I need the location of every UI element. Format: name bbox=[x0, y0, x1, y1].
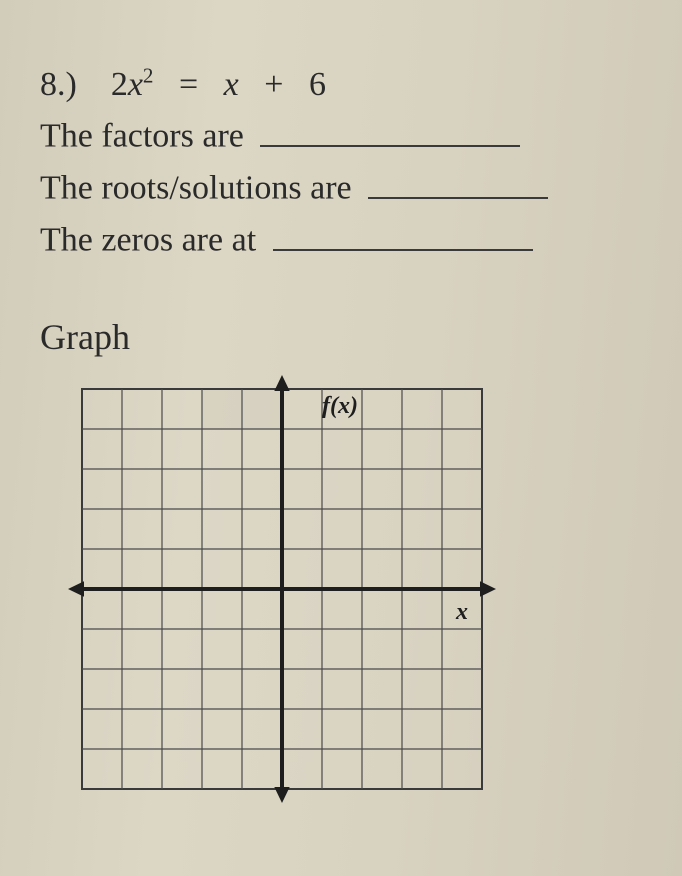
rhs-const: 6 bbox=[309, 66, 326, 103]
graph-area: f(x) x bbox=[64, 371, 658, 807]
equals-sign: = bbox=[179, 66, 198, 103]
zeros-blank[interactable] bbox=[273, 213, 533, 251]
zeros-label: The zeros are at bbox=[40, 222, 256, 259]
factors-label: The factors are bbox=[40, 118, 244, 155]
problem-number: 8.) bbox=[40, 66, 77, 103]
coordinate-grid: f(x) x bbox=[64, 371, 500, 807]
y-axis-label: f(x) bbox=[322, 393, 358, 419]
graph-title: Graph bbox=[40, 311, 658, 363]
lhs-exponent: 2 bbox=[143, 64, 154, 88]
rhs-var: x bbox=[224, 66, 239, 103]
factors-blank[interactable] bbox=[260, 109, 520, 147]
problem-equation-line: 8.) 2x2 = x + 6 bbox=[40, 60, 658, 109]
rhs-op: + bbox=[264, 66, 283, 103]
lhs-coeff: 2 bbox=[111, 66, 128, 103]
worksheet-page: 8.) 2x2 = x + 6 The factors are The root… bbox=[0, 0, 682, 876]
zeros-line: The zeros are at bbox=[40, 213, 658, 265]
roots-blank[interactable] bbox=[368, 161, 548, 199]
x-axis-label: x bbox=[455, 599, 468, 625]
factors-line: The factors are bbox=[40, 109, 658, 161]
roots-line: The roots/solutions are bbox=[40, 161, 658, 213]
lhs-var: x bbox=[128, 66, 143, 103]
roots-label: The roots/solutions are bbox=[40, 170, 352, 207]
